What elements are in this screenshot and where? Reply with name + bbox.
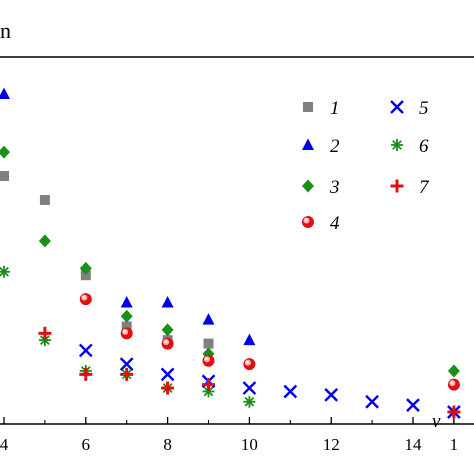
data-point-series-1 — [0, 171, 9, 182]
data-point-series-5 — [406, 398, 420, 413]
data-point-series-2 — [243, 333, 256, 346]
legend-label-5: 5 — [419, 98, 429, 119]
x-axis-label: v — [432, 411, 441, 432]
data-point-series-3 — [38, 234, 51, 248]
legend-label-7: 7 — [419, 177, 430, 198]
data-point-series-3 — [120, 309, 133, 323]
data-point-series-7 — [79, 367, 93, 381]
data-point-series-5 — [365, 394, 379, 409]
legend-marker-3 — [302, 179, 314, 193]
data-point-series-6 — [38, 334, 51, 347]
data-point-series-6 — [0, 265, 10, 278]
x-tick-label: 12 — [323, 435, 340, 454]
data-point-series-4 — [79, 293, 92, 306]
data-point-series-1 — [203, 338, 214, 349]
data-point-series-3 — [0, 145, 10, 159]
x-tick-label: 14 — [405, 435, 423, 454]
legend: 1 2 3 4 5 6 7 — [302, 98, 430, 234]
data-point-series-5 — [242, 381, 257, 395]
data-point-series-2 — [202, 313, 215, 325]
legend-marker-7 — [390, 179, 404, 193]
data-point-series-4 — [202, 354, 215, 367]
data-point-series-5 — [160, 367, 175, 382]
x-tick-label: 8 — [163, 435, 172, 454]
data-point-series-5 — [78, 343, 93, 358]
legend-marker-1 — [303, 102, 313, 112]
plot-frame — [0, 56, 474, 425]
data-point-series-7 — [38, 326, 52, 340]
data-point-series-1 — [121, 321, 132, 332]
chart-title: n — [0, 18, 11, 43]
x-tick-label: 4 — [0, 435, 9, 454]
data-point-series-5 — [324, 388, 339, 402]
data-point-series-7 — [202, 378, 215, 392]
data-point-series-7 — [447, 405, 461, 419]
data-point-series-5 — [119, 357, 134, 371]
data-point-series-3 — [161, 323, 174, 337]
legend-label-4: 4 — [330, 213, 340, 234]
legend-marker-5 — [390, 100, 404, 114]
data-point-series-4 — [120, 327, 133, 340]
data-point-series-6 — [243, 395, 256, 408]
data-point-series-1 — [39, 194, 50, 205]
x-axis-ticks: 4 6 8 10 12 14 1 — [0, 417, 458, 454]
x-tick-label: 10 — [241, 435, 258, 454]
data-point-series-3 — [79, 261, 92, 275]
legend-label-2: 2 — [330, 136, 340, 157]
data-point-series-4 — [447, 378, 460, 391]
data-point-series-5 — [283, 384, 298, 399]
data-point-series-7 — [120, 367, 134, 381]
data-point-series-2 — [161, 296, 174, 308]
legend-marker-6 — [391, 139, 403, 151]
data-point-series-7 — [161, 381, 175, 395]
data-points — [0, 87, 461, 419]
legend-marker-2 — [302, 138, 314, 150]
legend-marker-4 — [302, 216, 314, 228]
data-point-series-1 — [80, 270, 91, 281]
data-point-series-3 — [447, 364, 460, 378]
x-tick-label: 1 — [450, 435, 459, 454]
x-tick-label: 6 — [82, 435, 91, 454]
legend-label-1: 1 — [330, 98, 340, 119]
data-point-series-4 — [161, 337, 174, 350]
data-point-series-2 — [120, 296, 133, 308]
legend-label-3: 3 — [329, 177, 340, 198]
data-point-series-2 — [0, 87, 10, 99]
legend-label-6: 6 — [419, 136, 429, 157]
data-point-series-4 — [243, 358, 256, 371]
